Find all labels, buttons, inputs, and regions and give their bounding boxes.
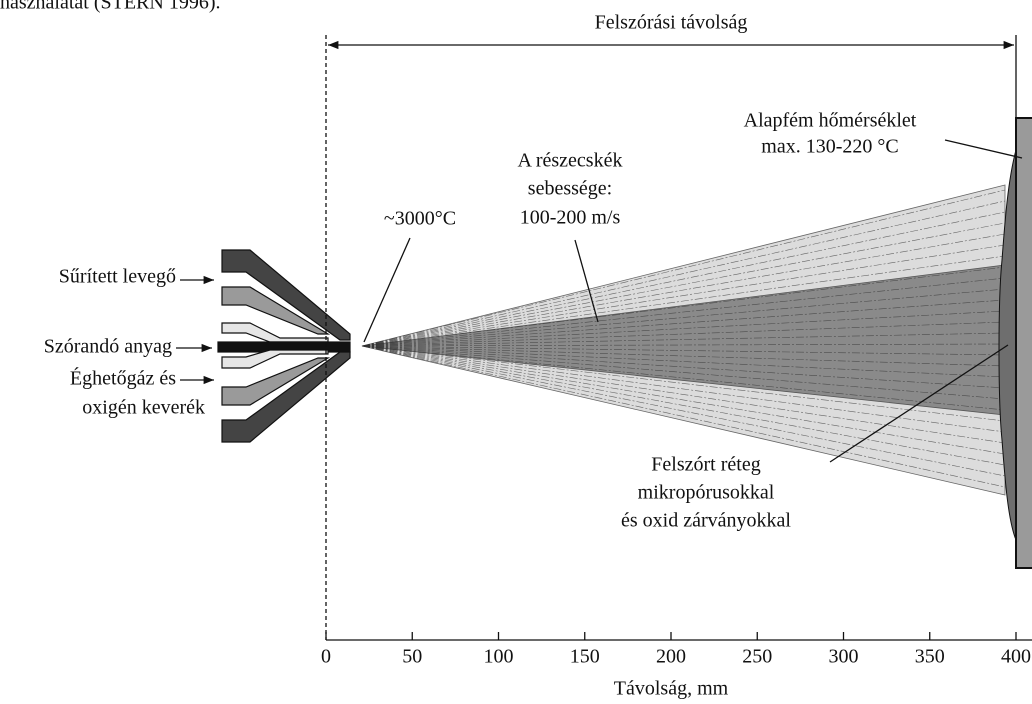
substrate-label: max. 130-220 °C (761, 136, 898, 158)
leader (944, 139, 1023, 159)
spray-streak (361, 343, 1006, 347)
spray-streak (361, 345, 1006, 411)
coating-label: és oxid zárványokkal (621, 510, 791, 532)
tick-label: 0 (321, 646, 331, 668)
spray-streak (361, 345, 1006, 455)
velocity-label: 100-200 m/s (520, 207, 621, 229)
input-label: Szórandó anyag (44, 336, 172, 358)
leader (829, 344, 1009, 463)
temperature-label: ~3000°C (384, 208, 456, 230)
spray-streak (361, 345, 1006, 422)
nozzle (217, 249, 351, 443)
substrate (1015, 117, 1032, 569)
input-label: oxigén keverék (82, 397, 205, 419)
spray-streak (361, 345, 1006, 367)
spray-streak (361, 189, 1006, 347)
axis-label: Távolság, mm (614, 678, 729, 700)
caption: használatát (STERN 1996). (0, 0, 221, 14)
tick-label: 200 (656, 646, 686, 668)
substrate-label: Alapfém hőmérséklet (744, 110, 917, 132)
spray-streak (361, 345, 1006, 378)
spray-streak (361, 233, 1006, 347)
velocity-label: A részecskék (518, 150, 623, 172)
tick-label: 250 (742, 646, 772, 668)
spray-streak (361, 345, 1006, 433)
tick-label: 100 (484, 646, 514, 668)
spray-streak (361, 345, 1006, 356)
spray-cone (361, 184, 1006, 496)
tick-label: 300 (829, 646, 859, 668)
spray-streak (361, 222, 1006, 347)
leader (363, 237, 411, 343)
spray-streak (361, 345, 1006, 400)
spray-streak (361, 299, 1006, 347)
spray-streak (361, 255, 1006, 347)
spray-streak (361, 345, 1006, 477)
spray-streak (361, 332, 1006, 347)
leader (574, 239, 599, 323)
input-label: Éghetőgáz és (70, 367, 176, 390)
spray-streak (361, 310, 1006, 347)
spray-streak (361, 345, 1006, 466)
spray-streak (361, 266, 1006, 347)
spray-streak (361, 345, 1006, 444)
axis-ticks: 0 50 100 150 200 250 300 350 400 (321, 632, 1031, 668)
spray-streak (361, 345, 1006, 488)
coating-label: mikropórusokkal (638, 482, 775, 504)
tick-label: 150 (570, 646, 600, 668)
spray-streak (361, 200, 1006, 347)
spray-streak (361, 345, 1006, 389)
spray-streak (361, 244, 1006, 347)
input-label: Sűrített levegő (59, 266, 176, 288)
velocity-label: sebessége: (528, 178, 612, 200)
spray-streak (361, 321, 1006, 347)
dimension-label: Felszórási távolság (595, 12, 748, 34)
tick-label: 50 (402, 646, 422, 668)
spray-streak (361, 211, 1006, 347)
spray-streak (361, 277, 1006, 347)
spray-streak (361, 288, 1006, 347)
coating-label: Felszórt réteg (651, 454, 760, 476)
tick-label: 350 (915, 646, 945, 668)
tick-label: 400 (1001, 646, 1031, 668)
